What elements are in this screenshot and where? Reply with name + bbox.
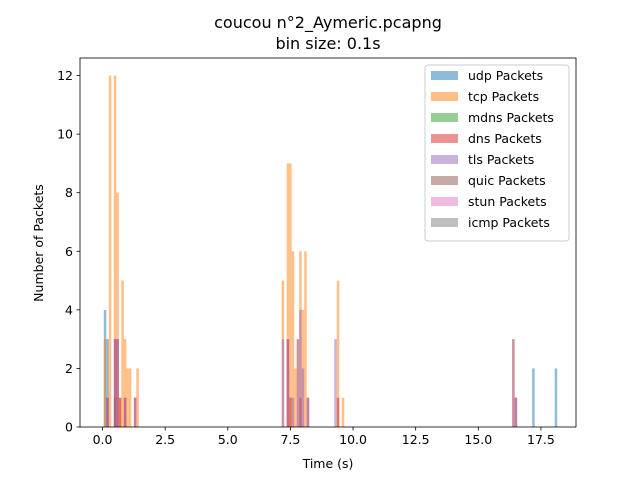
- bar-tls: [512, 339, 515, 427]
- x-tick-label: 17.5: [527, 432, 555, 447]
- legend-label: stun Packets: [468, 194, 547, 209]
- bar-tls: [113, 339, 117, 427]
- y-tick-label: 12: [57, 68, 73, 83]
- legend-swatch: [431, 134, 458, 143]
- x-tick-label: 10.0: [339, 432, 367, 447]
- legend-label: icmp Packets: [468, 215, 550, 230]
- bar-tls: [291, 397, 295, 427]
- bar-tcp: [294, 368, 297, 427]
- bar-tls: [281, 339, 285, 427]
- bar-tcp: [113, 75, 117, 427]
- bar-tls: [306, 397, 310, 427]
- legend-swatch: [431, 197, 458, 206]
- bar-tcp: [121, 280, 124, 427]
- axes-layer: 0.0 2.5 5.0 7.5 10.0 12.5 15.0 17.5 0 2 4 6 8 10 12: [57, 57, 577, 447]
- x-tick-label: 0.0: [93, 432, 113, 447]
- bar-tcp: [304, 251, 307, 427]
- y-axis-label: Number of Packets: [31, 184, 46, 302]
- x-axis-label: Time (s): [302, 456, 354, 471]
- bar-udp: [106, 339, 109, 427]
- bar-tcp: [126, 368, 129, 427]
- bar-tcp: [103, 339, 107, 427]
- bar-tcp: [116, 192, 119, 427]
- bar-tcp: [123, 339, 127, 427]
- bar-tls: [133, 397, 137, 427]
- chart-subtitle: bin size: 0.1s: [275, 34, 380, 53]
- bar-tls: [286, 339, 290, 427]
- x-tick-label: 2.5: [155, 432, 175, 447]
- legend-label: quic Packets: [468, 173, 546, 188]
- legend-label: udp Packets: [468, 68, 543, 83]
- bar-udp: [554, 368, 558, 427]
- bar-tls: [301, 368, 305, 427]
- bar-udp: [532, 368, 535, 427]
- bar-dns: [336, 397, 340, 427]
- legend-label: mdns Packets: [468, 110, 554, 125]
- y-tick-label: 10: [57, 127, 73, 142]
- bar-tls: [514, 397, 518, 427]
- x-tick-label: 12.5: [402, 432, 430, 447]
- y-tick-label: 6: [65, 244, 73, 259]
- bar-tcp: [341, 397, 345, 427]
- legend-label: tls Packets: [468, 152, 534, 167]
- x-tick-label: 15.0: [464, 432, 492, 447]
- bar-tcp: [291, 251, 295, 427]
- bar-tls: [296, 339, 300, 427]
- bar-tls: [334, 339, 337, 427]
- bar-tcp: [128, 368, 132, 427]
- bar-tls: [299, 309, 302, 427]
- y-tick-label: 8: [65, 185, 73, 200]
- x-tick-label: 5.0: [218, 432, 238, 447]
- bars-layer: [103, 75, 558, 427]
- bar-tcp: [289, 163, 292, 427]
- x-tick-label: 7.5: [280, 432, 300, 447]
- legend: udp Packets tcp Packets mdns Packets dns Pa…: [424, 64, 570, 242]
- legend-swatch: [431, 113, 458, 122]
- legend-swatch: [431, 218, 458, 227]
- chart-title: coucou n°2_Aymeric.pcapng: [214, 13, 442, 33]
- legend-label: dns Packets: [468, 131, 542, 146]
- plot-frame: [79, 57, 577, 428]
- bar-tcp: [336, 280, 340, 427]
- legend-swatch: [431, 92, 458, 101]
- legend-swatch: [431, 176, 458, 185]
- legend-label: tcp Packets: [468, 89, 539, 104]
- bar-tcp: [286, 163, 290, 427]
- legend-swatch: [431, 71, 458, 80]
- legend-box: [424, 64, 570, 242]
- bar-tls: [123, 397, 127, 427]
- bar-dns: [118, 397, 122, 427]
- bar-tls: [116, 339, 119, 427]
- legend-swatch: [431, 155, 458, 164]
- bar-tls: [106, 397, 109, 427]
- bar-dns: [289, 397, 292, 427]
- bar-tcp: [136, 368, 139, 427]
- bar-tcp: [108, 75, 112, 427]
- y-tick-label: 4: [65, 302, 73, 317]
- y-tick-label: 2: [65, 361, 73, 376]
- y-tick-label: 0: [65, 420, 73, 435]
